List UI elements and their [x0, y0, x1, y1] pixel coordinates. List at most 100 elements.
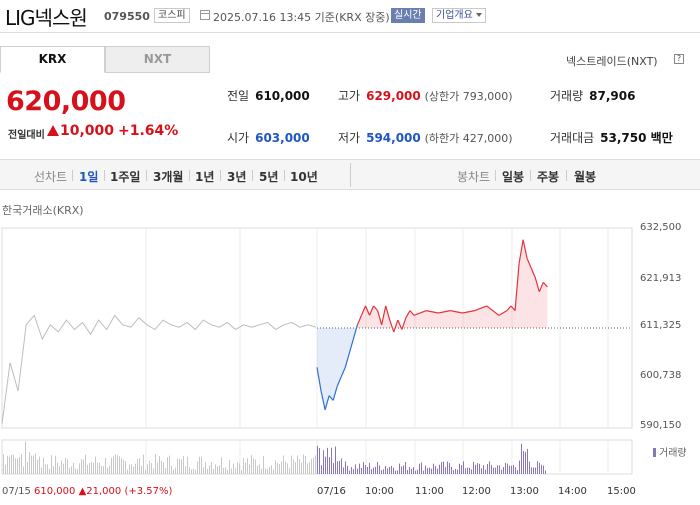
- up-area: [506, 305, 511, 328]
- x-tick-label: 11:00: [415, 486, 444, 497]
- volume-bar: [129, 464, 130, 474]
- volume-bar: [125, 461, 126, 474]
- volume-bar: [287, 463, 288, 474]
- volume-bar: [257, 465, 258, 474]
- x-tick-label: 14:00: [558, 486, 587, 497]
- period-3y[interactable]: 3년: [227, 170, 247, 184]
- up-line-segment: [498, 310, 508, 316]
- down-line-segment: [340, 367, 346, 377]
- volume-bar: [215, 464, 216, 474]
- divider: [104, 170, 105, 181]
- volume-bar: [101, 465, 102, 474]
- help-icon[interactable]: ?: [674, 54, 684, 64]
- up-line-segment: [438, 310, 451, 314]
- tab-krx[interactable]: KRX: [0, 46, 105, 73]
- up-line-segment: [426, 310, 439, 314]
- volume-bar: [377, 462, 378, 474]
- up-line-segment: [530, 267, 536, 278]
- stat-open-label: 시가: [227, 131, 250, 145]
- volume-bar: [239, 463, 240, 474]
- volume-bar: [91, 462, 92, 474]
- volume-bar: [495, 467, 496, 474]
- volume-bar: [497, 465, 498, 474]
- volume-bar: [63, 463, 64, 474]
- change-label: 전일대비: [8, 130, 45, 141]
- volume-bar: [53, 466, 54, 474]
- period-bar: 선차트 1일 1주일 3개월 1년 3년 5년 10년 봉차트 일봉 주봉 월봉: [0, 159, 700, 190]
- volume-bar: [151, 462, 152, 474]
- prev-day-price: 610,000: [34, 486, 76, 497]
- volume-bar: [523, 450, 524, 474]
- volume-bar: [199, 456, 200, 474]
- x-tick-label: 07/16: [317, 486, 346, 497]
- period-1w[interactable]: 1주일: [110, 170, 141, 184]
- stat-high-label: 고가: [338, 89, 361, 103]
- volume-bar: [195, 469, 196, 474]
- volume-bar: [155, 454, 156, 474]
- candle-daily[interactable]: 일봉: [502, 170, 525, 184]
- candle-weekly[interactable]: 주봉: [537, 170, 560, 184]
- volume-bar: [17, 458, 18, 474]
- candle-monthly[interactable]: 월봉: [574, 170, 597, 184]
- up-line-segment: [506, 305, 512, 312]
- up-area: [543, 282, 548, 328]
- volume-bar: [413, 467, 414, 474]
- volume-bar: [23, 466, 24, 474]
- volume-bar: [95, 456, 96, 474]
- divider: [189, 170, 190, 181]
- volume-bar: [511, 465, 512, 474]
- period-5y[interactable]: 5년: [259, 170, 279, 184]
- y-tick-label: 621,913: [640, 273, 682, 284]
- volume-bar: [483, 465, 484, 474]
- volume-bar: [401, 466, 402, 474]
- volume-bar: [321, 465, 322, 474]
- volume-bar: [465, 468, 466, 474]
- stat-open: 시가 603,000: [227, 129, 310, 146]
- tab-nxt[interactable]: NXT: [105, 46, 210, 73]
- up-line-segment: [474, 305, 487, 312]
- volume-bar: [345, 461, 346, 474]
- up-area: [426, 310, 439, 328]
- stat-amount-value: 53,750 백만: [600, 131, 673, 145]
- volume-bar: [501, 469, 502, 474]
- volume-bar: [283, 455, 284, 474]
- volume-bar: [243, 457, 244, 474]
- volume-bar: [203, 467, 204, 474]
- up-area: [365, 305, 370, 328]
- volume-bar: [273, 469, 274, 474]
- stock-name: LIG넥스원: [5, 6, 88, 30]
- volume-bar: [127, 469, 128, 474]
- prev-day-line: [1, 314, 317, 425]
- volume-bar: [289, 468, 290, 474]
- volume-bar: [175, 467, 176, 474]
- volume-bar: [261, 468, 262, 474]
- timestamp: 2025.07.16 13:45 기준(KRX 장중): [213, 11, 390, 24]
- volume-bar: [223, 467, 224, 474]
- company-info-dropdown[interactable]: 기업개요: [432, 8, 486, 23]
- up-line-segment: [364, 305, 371, 316]
- volume-legend: 거래량: [653, 444, 687, 459]
- line-chart-label: 선차트: [34, 170, 68, 184]
- down-line-segment: [316, 367, 322, 392]
- volume-bar: [45, 464, 46, 474]
- up-line-segment: [401, 317, 407, 330]
- stat-prev: 전일 610,000: [227, 87, 310, 104]
- period-1y[interactable]: 1년: [195, 170, 215, 184]
- volume-bar: [349, 470, 350, 474]
- period-10y[interactable]: 10년: [290, 170, 318, 184]
- volume-bar: [339, 460, 340, 474]
- up-line-segment: [405, 310, 411, 319]
- volume-bar: [525, 451, 526, 474]
- period-3m[interactable]: 3개월: [153, 170, 184, 184]
- volume-bar: [99, 462, 100, 474]
- nextrade-link[interactable]: 넥스트레이드(NXT): [566, 55, 658, 68]
- down-area: [325, 328, 330, 410]
- volume-bar: [143, 454, 144, 474]
- realtime-button[interactable]: 실시간: [391, 8, 425, 23]
- price-chart[interactable]: [0, 220, 700, 486]
- volume-bar: [51, 455, 52, 474]
- divider: [495, 170, 496, 181]
- up-line-segment: [522, 239, 528, 259]
- period-1d[interactable]: 1일: [79, 170, 99, 184]
- volume-bar: [461, 465, 462, 474]
